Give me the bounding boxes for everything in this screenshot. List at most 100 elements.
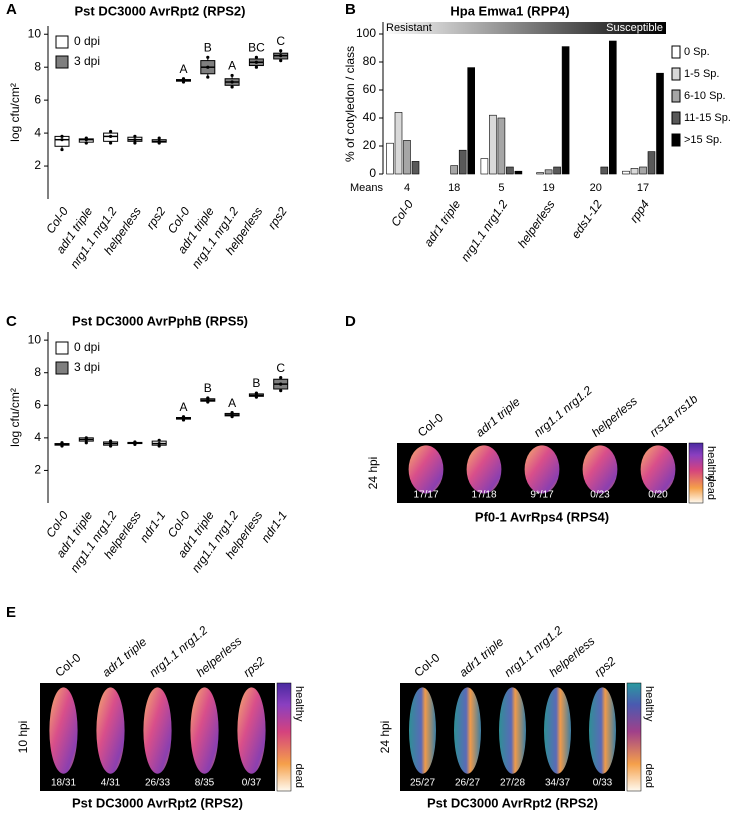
data-point [157, 444, 161, 448]
bar [514, 170, 523, 175]
column-label: rps2 [591, 654, 618, 680]
y-tick-label: 4 [34, 430, 41, 444]
count-label: 8/35 [195, 778, 215, 789]
bar [467, 67, 476, 175]
row-label: 24 hpi [378, 721, 392, 754]
data-point [279, 54, 283, 58]
data-point [254, 393, 258, 398]
mean-value: 19 [542, 182, 554, 194]
data-point [109, 141, 113, 145]
legend-swatch [671, 133, 681, 147]
legend-label: 6-10 Sp. [684, 90, 726, 102]
y-tick-label: 8 [34, 59, 41, 73]
data-point [109, 441, 113, 446]
column-label: Col-0 [52, 650, 83, 679]
leaf [466, 445, 502, 494]
caption: Pst DC3000 AvrRpt2 (RPS2) [427, 795, 598, 810]
bar [386, 142, 394, 175]
colorbar [276, 682, 292, 792]
x-tick-label: ndr1-1 [258, 509, 289, 545]
group-label: A [179, 62, 187, 76]
count-label: 0/23 [590, 490, 610, 501]
legend-label: 3 dpi [74, 360, 100, 374]
count-label: 25/27 [410, 778, 435, 789]
legend-label: 3 dpi [74, 54, 100, 68]
colorbar-label: healthy [643, 686, 655, 722]
caption: Pst DC3000 AvrRpt2 (RPS2) [72, 795, 243, 810]
data-point [279, 376, 283, 380]
bar [630, 168, 639, 175]
scale-label: Susceptible [606, 22, 663, 34]
bar [561, 46, 570, 175]
y-tick-label: 20 [363, 138, 377, 152]
legend-swatch [55, 55, 69, 69]
colorbar-label: dead [293, 764, 305, 788]
x-tick-label: rps2 [265, 204, 290, 231]
leaf [96, 687, 125, 774]
panel-label: B [345, 1, 356, 18]
leaf [589, 687, 616, 774]
y-tick-label: 100 [356, 26, 376, 40]
group-label: BC [248, 40, 265, 54]
data-point [206, 65, 210, 69]
scale-label: Resistant [386, 22, 432, 34]
x-tick-label: eds1-12 [569, 197, 606, 241]
group-label: C [276, 34, 285, 48]
count-label: 9*/17 [530, 490, 554, 501]
count-label: 34/37 [545, 778, 570, 789]
group-label: A [179, 400, 187, 414]
bar [600, 166, 609, 175]
y-tick-label: 6 [34, 397, 41, 411]
leaf [524, 445, 560, 494]
caption: Pf0-1 AvrRps4 (RPS4) [475, 509, 609, 524]
legend-swatch [671, 89, 681, 103]
leaf [237, 687, 266, 774]
legend-label: 11-15 Sp. [684, 112, 731, 124]
data-point [206, 398, 210, 402]
data-point [279, 49, 283, 53]
x-tick-label: adr1 triple [421, 197, 463, 249]
y-tick-label: 6 [34, 92, 41, 106]
count-label: 0/37 [242, 778, 262, 789]
count-label: 27/28 [500, 778, 525, 789]
bar [656, 72, 664, 175]
data-point [230, 411, 234, 415]
group-label: B [252, 376, 260, 390]
bar [480, 158, 489, 175]
data-point [157, 136, 161, 140]
x-tick-label: nrg1.1 nrg1.2 [458, 197, 511, 264]
group-label: B [204, 381, 212, 395]
leaf [499, 687, 526, 774]
x-tick-label: ndr1-1 [137, 509, 168, 545]
mean-value: 17 [637, 182, 649, 194]
data-point [157, 438, 161, 442]
legend-swatch [55, 341, 69, 355]
group-label: B [204, 40, 212, 54]
panel-label: C [6, 313, 17, 330]
leaf [582, 445, 618, 494]
data-point [157, 139, 161, 143]
legend-label: 0 dpi [74, 34, 100, 48]
count-label: 0/20 [648, 490, 668, 501]
data-point [84, 441, 88, 445]
colorbar [688, 442, 704, 504]
data-point [133, 440, 137, 444]
data-point [206, 55, 210, 59]
leaf [408, 445, 444, 494]
colorbar-label: healthy [705, 446, 717, 482]
data-point [279, 59, 283, 63]
panel-label: E [6, 604, 16, 621]
data-point [279, 389, 283, 393]
column-label: Col-0 [411, 650, 442, 679]
x-tick-label: rpp4 [627, 197, 652, 225]
chart-title: Hpa Emwa1 (RPP4) [450, 3, 569, 18]
legend-swatch [671, 67, 681, 81]
x-tick-label: Col-0 [388, 197, 416, 229]
data-point [206, 396, 210, 400]
data-point [60, 147, 64, 152]
bar [639, 166, 647, 175]
legend-label: 0 Sp. [684, 46, 710, 58]
y-tick-label: 40 [363, 110, 377, 124]
bar [394, 112, 403, 175]
